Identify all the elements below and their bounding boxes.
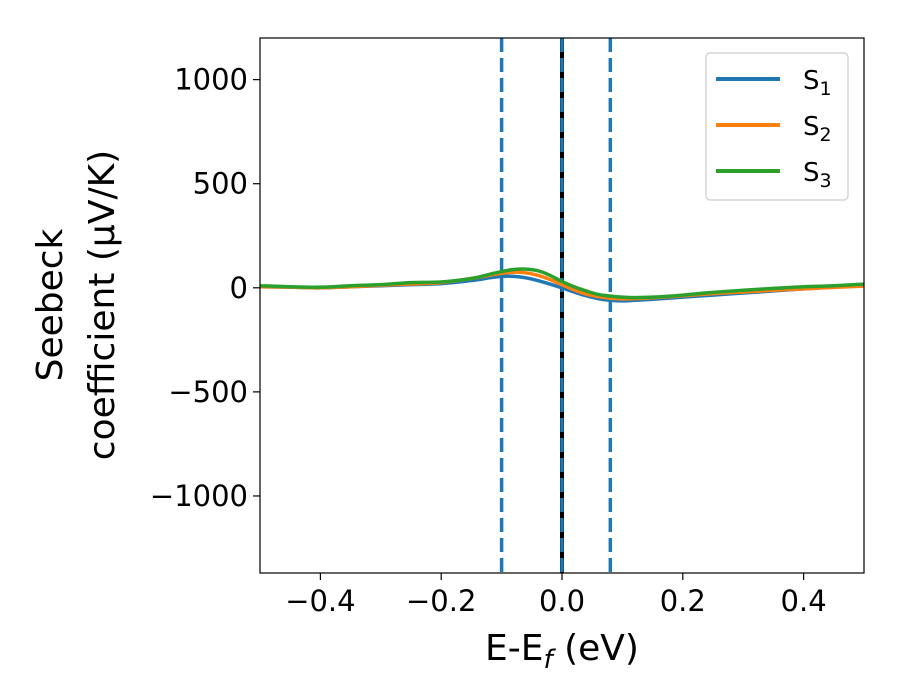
x-tick-label: 0.4 <box>781 584 827 618</box>
x-tick-label: 0.2 <box>660 584 706 618</box>
series-lines <box>260 267 864 303</box>
y-axis-label-line1: Seebeck <box>30 228 71 381</box>
legend-label-s2: S2 <box>803 112 832 146</box>
y-tick-label: 0 <box>230 271 248 305</box>
y-axis-ticks: −1000 −500 0 500 1000 <box>150 63 260 513</box>
x-tick-label: 0.0 <box>539 584 585 618</box>
x-axis-ticks: −0.4 −0.2 0.0 0.2 0.4 <box>285 573 827 618</box>
y-axis-label-line2: coefficient (μV/K) <box>82 150 123 460</box>
y-tick-label: 500 <box>193 167 248 201</box>
legend-label-s1: S1 <box>803 66 832 100</box>
vertical-lines <box>499 38 613 573</box>
x-axis-label: E-Ef (eV) <box>485 628 639 675</box>
x-tick-label: −0.2 <box>406 584 476 618</box>
x-tick-label: −0.4 <box>285 584 355 618</box>
series-line-s3 <box>260 267 864 300</box>
y-tick-label: −500 <box>168 375 248 409</box>
y-tick-label: 1000 <box>174 63 248 97</box>
y-tick-label: −1000 <box>150 479 248 513</box>
y-axis-label: Seebeck coefficient (μV/K) <box>30 150 123 460</box>
